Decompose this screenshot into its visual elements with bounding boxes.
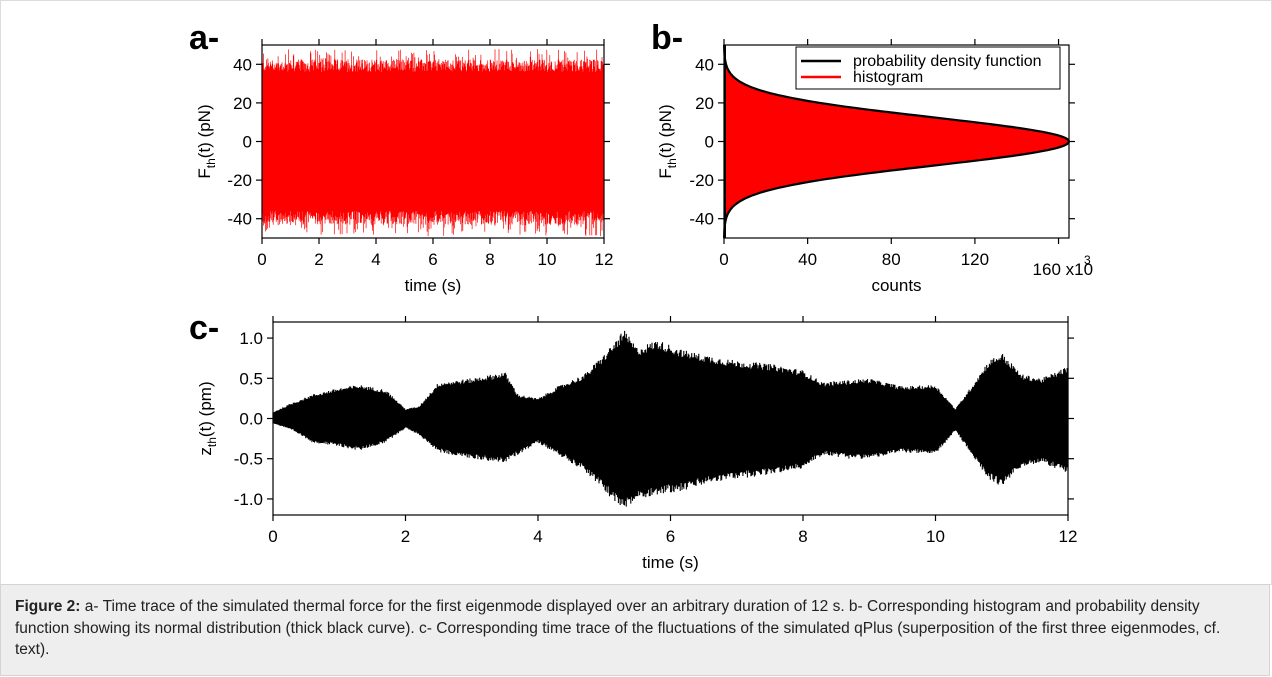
panel-b-ytick-label-1: -20 xyxy=(689,171,714,190)
panel-a-xlabel: time (s) xyxy=(405,276,462,295)
panel-b-xtick-label-3: 120 xyxy=(961,250,989,269)
panel-a-xtick-label-6: 12 xyxy=(595,250,614,269)
panel-c-ytick-label-3: 0.5 xyxy=(239,369,263,388)
panel-b-ytick-label-0: -40 xyxy=(689,210,714,229)
panel-c-xtick-label-5: 10 xyxy=(926,527,945,546)
panel-c-xtick-label-6: 12 xyxy=(1059,527,1078,546)
panel-b-ytick-label-4: 40 xyxy=(695,55,714,74)
panel-b-legend-entry-0: probability density function xyxy=(853,53,1042,70)
panel-a-ytick-label-3: 20 xyxy=(233,94,252,113)
panel-a-xtick-label-0: 0 xyxy=(257,250,266,269)
panel-a-ylabel: Fth(t) (pN) xyxy=(195,104,218,178)
panel-c-xtick-label-2: 4 xyxy=(533,527,542,546)
panel-a-xtick-label-4: 8 xyxy=(485,250,494,269)
panel-b-xtick-label-1: 40 xyxy=(798,250,817,269)
panel-a-label: a- xyxy=(189,19,219,57)
panel-c-ytick-label-0: -1.0 xyxy=(234,490,263,509)
panel-b-histogram xyxy=(724,45,1069,238)
panel-b-xtick-exponent: 3 xyxy=(1084,253,1091,267)
panel-c-label: c- xyxy=(189,309,219,347)
panel-b-ylabel: Fth(t) (pN) xyxy=(656,104,679,178)
panel-c-xtick-label-0: 0 xyxy=(268,527,277,546)
panel-a-xtick-label-1: 2 xyxy=(314,250,323,269)
panel-a-xtick-label-3: 6 xyxy=(428,250,437,269)
figure-panel: a- -40 -20 0 20 40 0 2 4 6 8 10 12 time (s) Fth(t) (pN… xyxy=(0,0,1272,585)
panel-a-xtick-label-2: 4 xyxy=(371,250,380,269)
panel-c-xtick-label-4: 8 xyxy=(798,527,807,546)
panel-c-xtick-label-1: 2 xyxy=(401,527,410,546)
panel-b-ytick-label-3: 20 xyxy=(695,94,714,113)
panel-c-z-trace xyxy=(272,330,1069,507)
panel-b-xlabel: counts xyxy=(871,276,921,295)
panel-b-xtick-label-4: 160 x10 xyxy=(1033,260,1094,279)
panel-b-ytick-label-2: 0 xyxy=(705,133,714,152)
panel-a-force-trace xyxy=(261,49,605,237)
panel-a-xtick-label-5: 10 xyxy=(538,250,557,269)
panel-a-ytick-label-4: 40 xyxy=(233,55,252,74)
panel-c: c- -1.0 -0.5 0.0 0.5 1.0 0 2 4 6 8 10 12 time (s) zth(… xyxy=(189,309,1077,572)
panel-b-label: b- xyxy=(651,19,683,57)
panel-c-ytick-label-4: 1.0 xyxy=(239,329,263,348)
panel-c-ylabel: zth(t) (pm) xyxy=(196,381,219,455)
panel-c-xtick-label-3: 6 xyxy=(666,527,675,546)
panel-a: a- -40 -20 0 20 40 0 2 4 6 8 10 12 time (s) Fth(t) (pN… xyxy=(189,19,613,295)
figure-caption: Figure 2: a- Time trace of the simulated… xyxy=(0,584,1270,676)
panel-c-ytick-label-2: 0.0 xyxy=(239,410,263,429)
panel-b-legend-entry-1: histogram xyxy=(853,69,923,86)
panel-c-xlabel: time (s) xyxy=(642,553,699,572)
caption-text: a- Time trace of the simulated thermal f… xyxy=(15,598,1221,658)
panel-b-xtick-label-2: 80 xyxy=(882,250,901,269)
panel-a-ytick-label-1: -20 xyxy=(227,171,252,190)
panel-a-ytick-label-2: 0 xyxy=(243,133,252,152)
panel-b-legend-box xyxy=(795,46,1061,90)
caption-label: Figure 2: xyxy=(15,598,81,615)
panel-c-ytick-label-1: -0.5 xyxy=(234,450,263,469)
panel-a-ytick-label-0: -40 xyxy=(227,210,252,229)
panel-b-xtick-label-0: 0 xyxy=(719,250,728,269)
